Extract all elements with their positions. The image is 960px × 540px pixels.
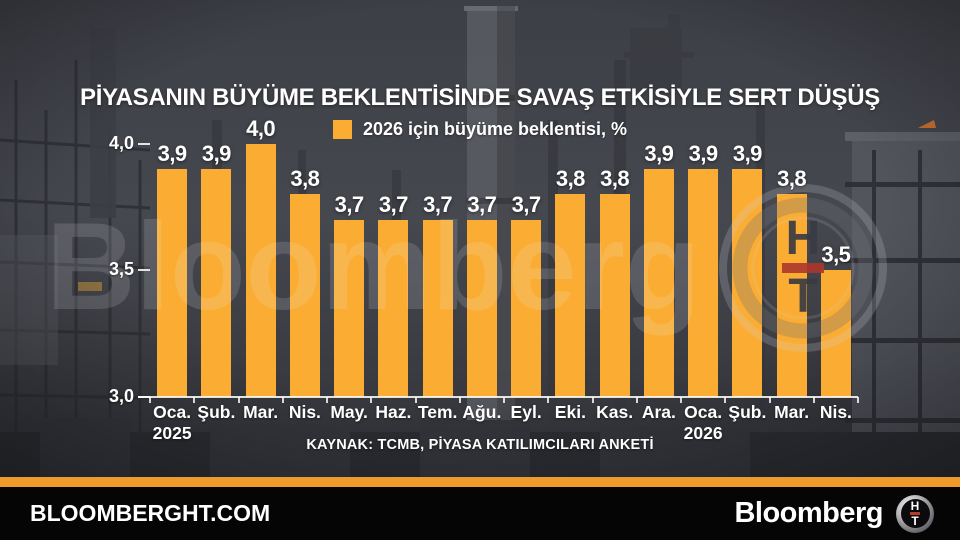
ht-logo-red-dash — [910, 512, 920, 515]
legend-color-swatch — [332, 120, 352, 139]
chart-legend: 2026 için büyüme beklentisi, % — [0, 119, 960, 140]
legend-label: 2026 için büyüme beklentisi, % — [362, 119, 628, 139]
footer-accent-stripe — [0, 477, 960, 487]
chart-title: PİYASANIN BÜYÜME BEKLENTİSİNDE SAVAŞ ETK… — [80, 84, 880, 111]
ht-logo-letter-t: T — [911, 514, 919, 529]
ht-logo-letter-h: H — [910, 498, 920, 513]
brand-lockup: Bloomberg H T — [734, 494, 934, 533]
website-url: BLOOMBERGHT.COM — [30, 500, 271, 526]
source-caption: KAYNAK: TCMB, PİYASA KATILIMCILARI ANKET… — [306, 437, 654, 453]
ht-logo-icon: H T — [896, 494, 934, 533]
bloomberg-wordmark: Bloomberg — [734, 497, 883, 529]
footer-bar: BLOOMBERGHT.COM Bloomberg H T — [0, 487, 960, 540]
